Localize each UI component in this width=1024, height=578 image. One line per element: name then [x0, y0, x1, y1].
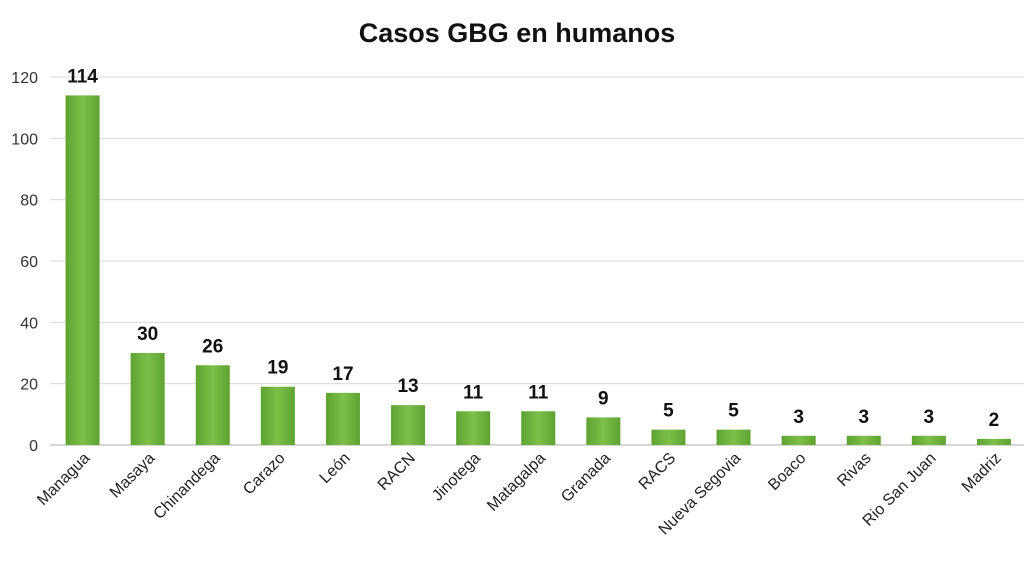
y-tick-label: 80	[20, 193, 38, 210]
x-tick-label: Boaco	[765, 450, 809, 494]
x-tick-label: Managua	[34, 450, 93, 509]
bar	[325, 392, 360, 445]
data-label: 13	[397, 376, 418, 397]
data-label: 11	[528, 382, 549, 403]
bar	[195, 365, 230, 445]
data-label: 30	[137, 324, 158, 345]
bar	[521, 411, 556, 445]
data-label: 3	[793, 407, 804, 428]
x-tick-label: Carazo	[240, 450, 289, 499]
bar	[260, 386, 295, 445]
data-label: 11	[463, 382, 484, 403]
bar	[976, 438, 1011, 445]
bar	[716, 429, 751, 445]
data-label: 114	[67, 66, 98, 87]
data-label: 9	[598, 388, 609, 409]
x-tick-label: León	[317, 450, 354, 487]
bar	[781, 435, 816, 445]
data-labels: 114 30 26 19 17 13 11 11 9 5 5 3 3 3 2	[67, 66, 999, 430]
data-label: 5	[728, 401, 739, 422]
bar	[846, 435, 881, 445]
data-label: 2	[989, 410, 1000, 431]
y-tick-label: 40	[20, 315, 38, 332]
x-tick-label: Chinandega	[151, 450, 224, 523]
data-label: 19	[267, 358, 288, 379]
bar	[65, 95, 100, 446]
bar	[456, 411, 491, 445]
y-tick-label: 120	[11, 70, 38, 87]
x-tick-label: Matagalpa	[484, 450, 549, 515]
x-tick-label: Jinotega	[429, 450, 484, 505]
data-label: 3	[858, 407, 869, 428]
y-tick-label: 100	[11, 131, 38, 148]
bar	[911, 435, 946, 445]
x-tick-label: RACS	[636, 450, 679, 493]
x-tick-label: Granada	[558, 450, 614, 506]
x-tick-label: Masaya	[107, 450, 159, 502]
bar	[586, 417, 621, 445]
y-tick-label: 0	[29, 438, 38, 455]
data-label: 3	[924, 407, 935, 428]
chart-title: Casos GBG en humanos	[359, 18, 676, 48]
bar	[391, 405, 426, 445]
bars	[65, 95, 1011, 446]
x-tick-label: RACN	[375, 450, 419, 494]
y-tick-label: 20	[20, 377, 38, 394]
data-label: 26	[202, 336, 223, 357]
x-tick-label: Madriz	[959, 450, 1005, 496]
bar	[130, 353, 165, 445]
x-tick-label: Rivas	[834, 450, 874, 490]
bar	[651, 429, 686, 445]
y-tick-label: 60	[20, 254, 38, 271]
data-label: 5	[663, 401, 674, 422]
y-axis: 0 20 40 60 80 100 120	[11, 70, 38, 455]
data-label: 17	[332, 364, 353, 385]
